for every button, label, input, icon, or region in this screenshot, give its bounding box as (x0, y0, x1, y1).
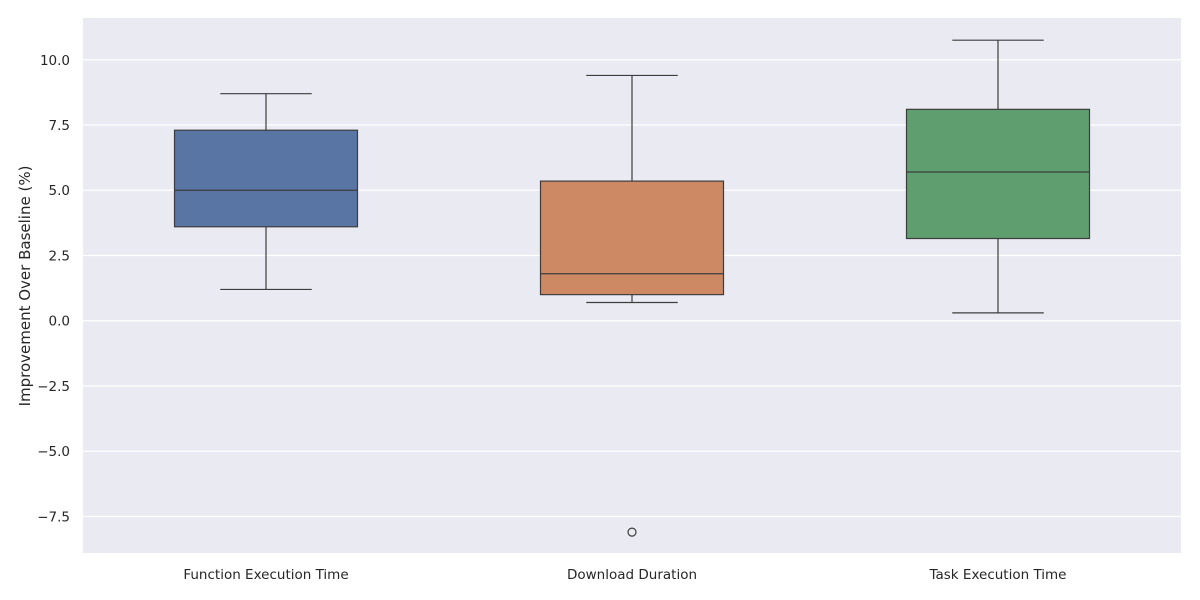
boxes (173, 39, 1091, 537)
x-tick-label: Function Execution Time (183, 567, 348, 583)
y-tick-label: 7.5 (49, 118, 70, 134)
y-tick-labels: −7.5 −5.0 −2.5 0.0 2.5 5.0 7.5 10.0 (37, 53, 70, 526)
x-tick-labels: Function Execution Time Download Duration… (183, 567, 1066, 583)
x-tick-label: Download Duration (567, 567, 697, 583)
y-tick-label: −7.5 (37, 509, 70, 525)
y-tick-label: 5.0 (49, 183, 70, 199)
x-tick-label: Task Execution Time (928, 567, 1066, 583)
box-group (173, 93, 359, 291)
box-iqr (539, 180, 725, 296)
y-tick-label: −2.5 (37, 379, 70, 395)
outlier-point (627, 527, 637, 537)
y-tick-label: 10.0 (40, 53, 70, 69)
y-tick-label: 0.0 (49, 314, 70, 330)
y-tick-label: 2.5 (49, 248, 70, 264)
box-group (905, 39, 1091, 314)
box-iqr (905, 108, 1091, 240)
y-axis-label: Improvement Over Baseline (%) (16, 166, 34, 407)
box-iqr (173, 129, 359, 228)
box-group (539, 74, 725, 537)
y-tick-label: −5.0 (37, 444, 70, 460)
